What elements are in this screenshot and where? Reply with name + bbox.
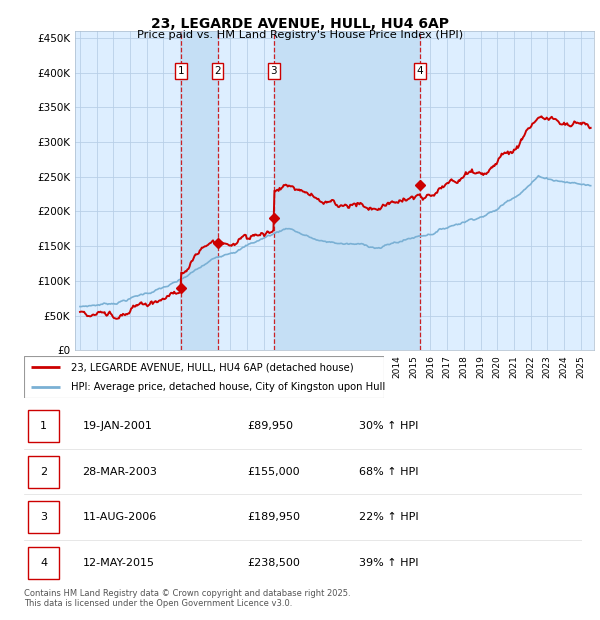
Text: 1: 1 [40,421,47,431]
Text: 11-AUG-2006: 11-AUG-2006 [83,512,157,522]
Text: £155,000: £155,000 [247,467,300,477]
FancyBboxPatch shape [28,456,59,487]
Bar [181,31,218,350]
Text: Price paid vs. HM Land Registry's House Price Index (HPI): Price paid vs. HM Land Registry's House … [137,30,463,40]
Text: 39% ↑ HPI: 39% ↑ HPI [359,558,418,568]
Bar [274,31,420,350]
Text: 22% ↑ HPI: 22% ↑ HPI [359,512,418,522]
Text: 1: 1 [178,66,184,76]
FancyBboxPatch shape [28,502,59,533]
Text: 23, LEGARDE AVENUE, HULL, HU4 6AP (detached house): 23, LEGARDE AVENUE, HULL, HU4 6AP (detac… [71,362,353,372]
Text: 12-MAY-2015: 12-MAY-2015 [83,558,155,568]
Text: £89,950: £89,950 [247,421,293,431]
Text: 4: 4 [416,66,423,76]
FancyBboxPatch shape [24,356,384,398]
Text: 30% ↑ HPI: 30% ↑ HPI [359,421,418,431]
Text: 3: 3 [40,512,47,522]
FancyBboxPatch shape [28,410,59,442]
Text: 3: 3 [271,66,277,76]
Text: £238,500: £238,500 [247,558,300,568]
Text: HPI: Average price, detached house, City of Kingston upon Hull: HPI: Average price, detached house, City… [71,382,385,392]
Text: £189,950: £189,950 [247,512,300,522]
FancyBboxPatch shape [28,547,59,579]
Text: 28-MAR-2003: 28-MAR-2003 [83,467,157,477]
Text: 4: 4 [40,558,47,568]
Text: 23, LEGARDE AVENUE, HULL, HU4 6AP: 23, LEGARDE AVENUE, HULL, HU4 6AP [151,17,449,32]
Text: 19-JAN-2001: 19-JAN-2001 [83,421,152,431]
Text: 2: 2 [214,66,221,76]
Text: Contains HM Land Registry data © Crown copyright and database right 2025.
This d: Contains HM Land Registry data © Crown c… [24,589,350,608]
Text: 68% ↑ HPI: 68% ↑ HPI [359,467,418,477]
Text: 2: 2 [40,467,47,477]
